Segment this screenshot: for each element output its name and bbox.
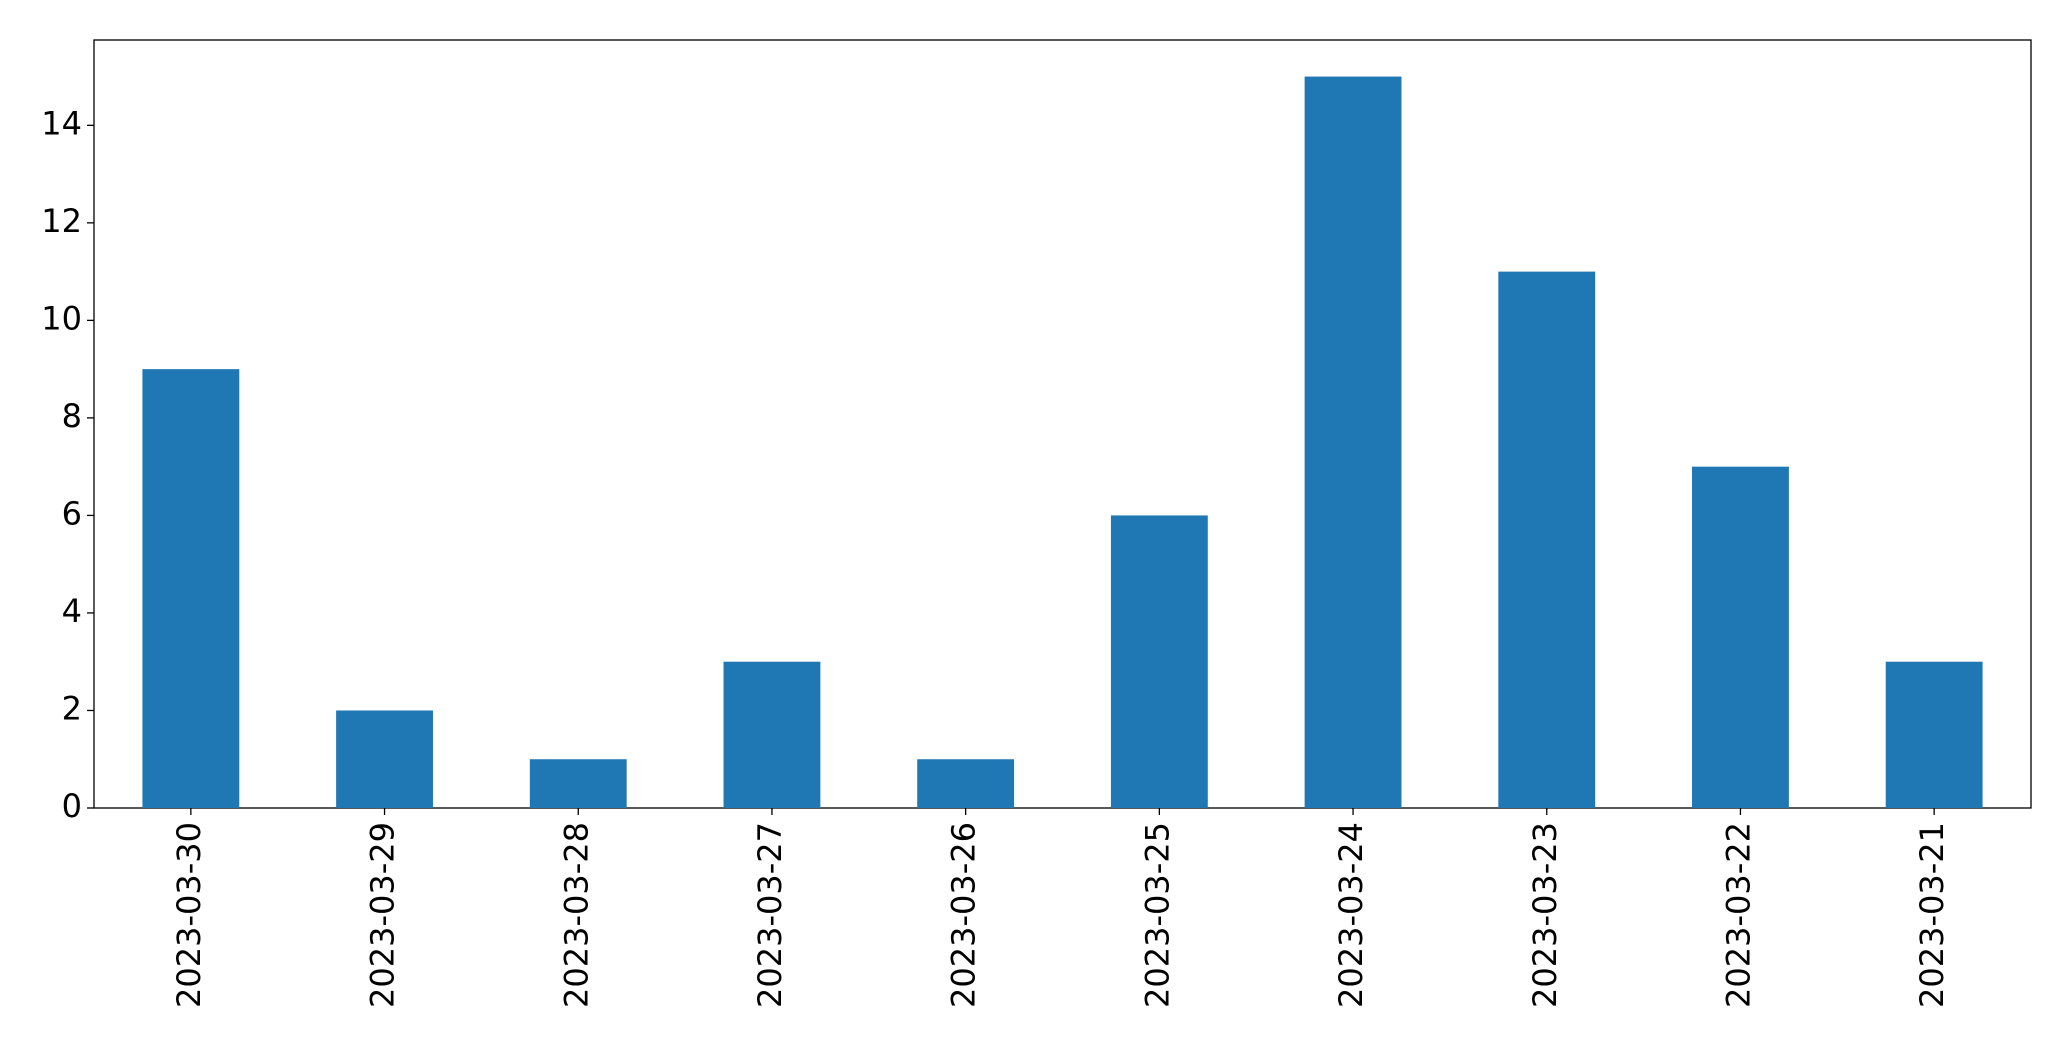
x-tick-label: 2023-03-21 [1913,822,1951,1008]
bar [142,369,240,808]
bar [1498,271,1596,809]
x-tick-label: 2023-03-29 [364,822,402,1008]
x-tick-label: 2023-03-22 [1719,822,1757,1008]
y-tick-label: 10 [41,299,82,337]
plot-frame [93,39,2032,809]
y-tick-label: 8 [62,397,82,435]
x-tick-label: 2023-03-26 [945,822,983,1008]
y-tick-label: 14 [41,104,82,142]
x-tick-label: 2023-03-27 [751,822,789,1008]
x-tick-label: 2023-03-30 [170,822,208,1008]
bar [529,759,627,808]
bar [1692,466,1789,808]
x-tick-label: 2023-03-24 [1332,822,1370,1008]
bar [1885,661,1983,808]
bar [1304,76,1402,809]
y-tick-label: 2 [62,689,82,727]
x-tick-label: 2023-03-25 [1138,822,1176,1008]
bar [723,661,821,808]
y-tick-label: 6 [62,494,82,532]
y-tick-label: 4 [62,592,82,630]
x-tick-label: 2023-03-28 [557,822,595,1008]
y-tick-label: 0 [62,787,82,825]
bar [1110,515,1208,808]
bar [917,759,1015,808]
x-tick-label: 2023-03-23 [1526,822,1564,1008]
bar [336,710,433,808]
y-tick-label: 12 [41,202,82,240]
